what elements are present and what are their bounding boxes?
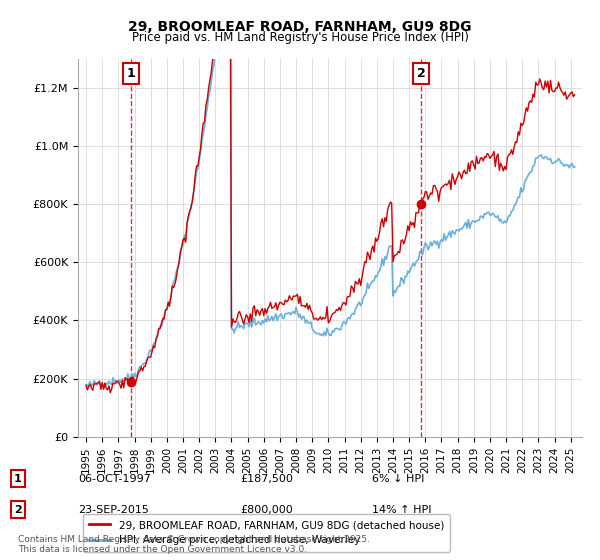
Text: 2: 2 — [14, 505, 22, 515]
Text: £800,000: £800,000 — [240, 505, 293, 515]
Text: 29, BROOMLEAF ROAD, FARNHAM, GU9 8DG: 29, BROOMLEAF ROAD, FARNHAM, GU9 8DG — [128, 20, 472, 34]
Text: 1: 1 — [127, 67, 135, 80]
Text: 2: 2 — [416, 67, 425, 80]
Text: 14% ↑ HPI: 14% ↑ HPI — [372, 505, 431, 515]
Legend: 29, BROOMLEAF ROAD, FARNHAM, GU9 8DG (detached house), HPI: Average price, detac: 29, BROOMLEAF ROAD, FARNHAM, GU9 8DG (de… — [83, 514, 450, 552]
Text: Price paid vs. HM Land Registry's House Price Index (HPI): Price paid vs. HM Land Registry's House … — [131, 31, 469, 44]
Text: 23-SEP-2015: 23-SEP-2015 — [78, 505, 149, 515]
Text: £187,500: £187,500 — [240, 474, 293, 484]
Text: 06-OCT-1997: 06-OCT-1997 — [78, 474, 151, 484]
Text: Contains HM Land Registry data © Crown copyright and database right 2025.
This d: Contains HM Land Registry data © Crown c… — [18, 535, 370, 554]
Text: 6% ↓ HPI: 6% ↓ HPI — [372, 474, 424, 484]
Text: 1: 1 — [14, 474, 22, 484]
